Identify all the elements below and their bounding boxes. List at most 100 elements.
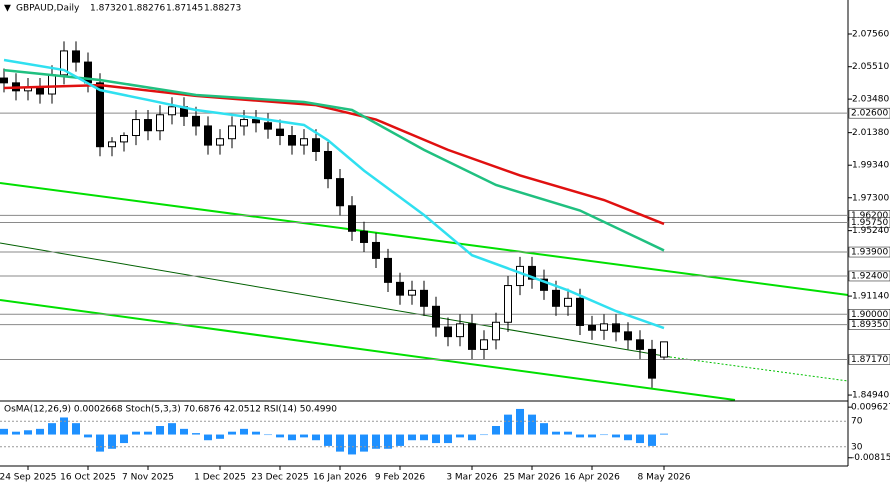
x-tick-label: 7 Nov 2025 (122, 473, 174, 483)
candle-body (492, 321, 500, 341)
candle-body (504, 285, 512, 323)
osma-bar (108, 434, 116, 449)
osma-bar (180, 428, 188, 435)
trend-line (669, 356, 849, 382)
x-tick-label: 8 May 2026 (638, 473, 691, 483)
candle-body (168, 106, 176, 116)
osma-bar (72, 423, 80, 435)
candle-body (132, 119, 140, 137)
indicator-tick-label: -0.008158 (851, 453, 890, 463)
osma-bar (588, 434, 596, 438)
y-tick-label: 1.84940 (852, 391, 889, 401)
osma-bar (24, 430, 32, 435)
osma-bar (252, 431, 260, 435)
y-tick-label: 2.01380 (852, 128, 889, 138)
level-label: 1.93900 (851, 248, 888, 258)
level-label-bg (848, 107, 890, 119)
x-tick-label: 23 Dec 2025 (251, 473, 309, 483)
collapse-icon[interactable]: ▼ (4, 4, 11, 14)
candle-body (312, 138, 320, 152)
osma-bar (420, 434, 428, 441)
candle-body (0, 77, 8, 84)
candle-body (396, 281, 404, 296)
osma-bar (276, 434, 284, 438)
osma-bar (228, 431, 236, 435)
osma-bar (492, 426, 500, 435)
candle-body (648, 348, 656, 379)
level-label-bg (848, 270, 890, 282)
x-tick-label: 25 Mar 2026 (503, 473, 560, 483)
y-tick-label: 2.05510 (852, 62, 889, 72)
x-tick-label: 9 Feb 2026 (375, 473, 426, 483)
osma-bar (84, 434, 92, 438)
level-label: 1.87170 (851, 355, 888, 365)
candle-body (408, 289, 416, 296)
osma-bar (300, 434, 308, 438)
osma-bar (624, 434, 632, 441)
osma-bar (36, 428, 44, 435)
candle-body (480, 339, 488, 350)
moving-average (3, 83, 665, 226)
y-tick-label: 1.99340 (852, 161, 889, 171)
osma-bar (264, 434, 272, 436)
osma-bar (168, 423, 176, 435)
candle-body (552, 289, 560, 307)
x-tick-label: 24 Sep 2025 (0, 473, 57, 483)
candle-body (204, 125, 212, 146)
candle-body (384, 257, 392, 283)
y-tick-label: 1.91140 (852, 292, 889, 302)
level-label: 1.90000 (851, 310, 888, 320)
trend-line (0, 299, 736, 401)
candle-body (540, 278, 548, 291)
osma-bar (540, 423, 548, 435)
candle-body (600, 323, 608, 331)
candle-body (156, 114, 164, 132)
osma-bar (192, 433, 200, 435)
symbol: GBPAUD,Daily (16, 4, 80, 14)
ohlc-open: 1.87320 (90, 4, 127, 14)
osma-bar (132, 431, 140, 435)
moving-average (3, 68, 665, 252)
candle-body (612, 323, 620, 333)
candle-body (660, 341, 668, 358)
level-label: 1.89350 (851, 320, 888, 330)
osma-bar (336, 434, 344, 452)
osma-bar (648, 434, 656, 446)
osma-bar (636, 434, 644, 444)
osma-bar (156, 426, 164, 435)
level-label-bg (848, 354, 890, 365)
level-label-bg (848, 246, 890, 258)
candle-body (420, 289, 428, 307)
level-label: 2.02600 (851, 109, 888, 119)
candle-body (144, 119, 152, 132)
osma-bar (0, 428, 8, 435)
candle-body (240, 119, 248, 127)
level-label-bg (848, 309, 890, 320)
osma-bar (528, 414, 536, 435)
y-tick-label: 2.03480 (852, 95, 889, 105)
ohlc-high: 1.88276 (128, 4, 165, 14)
candle-body (264, 122, 272, 130)
osma-bar (660, 433, 668, 435)
candle-body (444, 326, 452, 338)
candle-body (516, 265, 524, 287)
x-tick-label: 16 Jan 2026 (313, 473, 367, 483)
candle-body (564, 297, 572, 307)
osma-bar (432, 434, 440, 444)
osma-bar (612, 434, 620, 438)
ohlc-close: 1.88273 (204, 4, 241, 14)
candle-body (360, 230, 368, 243)
osma-bar (360, 434, 368, 452)
osma-bar (96, 434, 104, 452)
osma-bar (48, 423, 56, 435)
candle-body (336, 178, 344, 207)
level-label: 1.95750 (851, 218, 888, 228)
stoch-level-label: 30 (851, 442, 863, 452)
level-label-bg (848, 217, 890, 228)
level-label: 1.92400 (851, 271, 888, 281)
indicator-title: OsMA(12,26,9) 0.0002668 Stoch(5,3,3) 70.… (4, 405, 337, 415)
candle-body (456, 323, 464, 338)
osma-bar (384, 434, 392, 449)
